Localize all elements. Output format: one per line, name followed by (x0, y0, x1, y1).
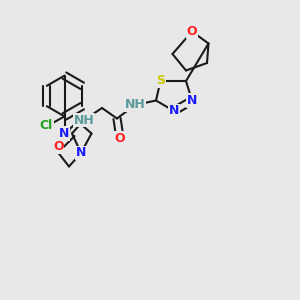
Text: N: N (187, 94, 197, 107)
Text: S: S (156, 74, 165, 88)
Text: NH: NH (124, 98, 146, 112)
Text: Cl: Cl (40, 119, 53, 132)
Text: N: N (59, 127, 70, 140)
Text: NH: NH (74, 113, 94, 127)
Text: O: O (53, 140, 64, 154)
Text: N: N (76, 146, 86, 160)
Text: O: O (115, 131, 125, 145)
Text: N: N (169, 104, 179, 118)
Text: O: O (187, 25, 197, 38)
